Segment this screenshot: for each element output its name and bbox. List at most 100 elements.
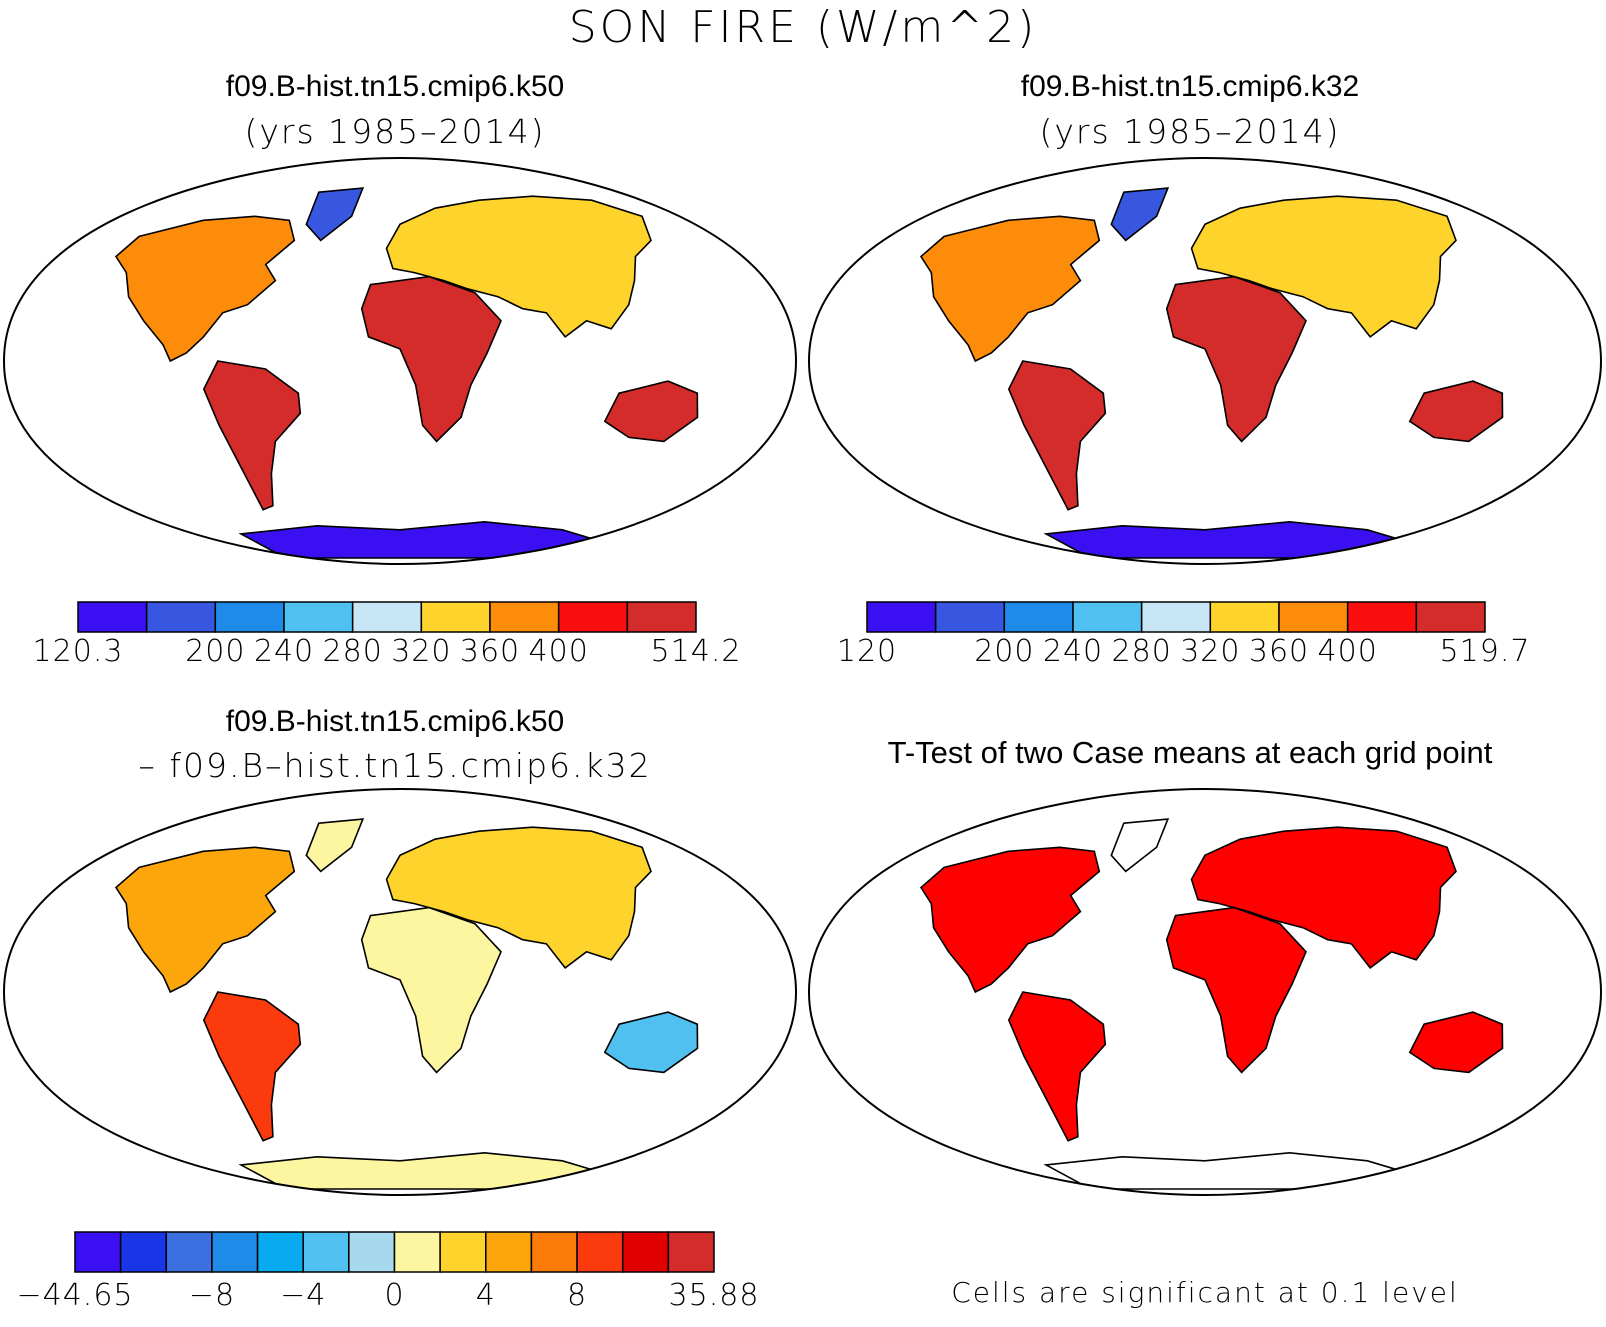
map-ttest	[807, 787, 1603, 1197]
figure-title: SON FIRE (W/m^2)	[568, 2, 1038, 53]
panel-k32-subtitle: (yrs 1985–2014)	[1039, 112, 1341, 151]
colorbar-k50-box-1	[145, 601, 217, 633]
ttest-note: Cells are significant at 0.1 level	[951, 1276, 1459, 1309]
colorbar-k32-label-4: 320	[1180, 634, 1241, 669]
map-ttest-content	[919, 818, 1504, 1190]
colorbar-k50-box-0	[77, 601, 148, 633]
map-k32-africa	[1165, 275, 1307, 443]
map-k50-greenland	[305, 187, 365, 242]
map-k50	[2, 156, 798, 566]
colorbar-k32-box-0	[866, 601, 937, 633]
map-diff-content	[114, 818, 699, 1190]
colorbar-diff-label-2: −4	[280, 1278, 327, 1313]
panel-ttest-title: T-Test of two Case means at each grid po…	[887, 735, 1493, 770]
panel-diff-subtitle: – f09.B–hist.tn15.cmip6.k32	[138, 746, 652, 785]
colorbar-k50-label-6: 400	[528, 634, 589, 669]
map-k32-content	[919, 187, 1504, 559]
colorbar-k32-box-4	[1140, 601, 1212, 633]
colorbar-k32-label-3: 280	[1111, 634, 1172, 669]
colorbar-k32-boxes	[866, 601, 1486, 633]
colorbar-k32-box-8	[1415, 601, 1486, 633]
map-ttest-border	[807, 787, 1603, 1197]
map-diff-greenland	[305, 818, 365, 873]
map-diff-africa	[360, 906, 502, 1074]
map-ttest-australia	[1408, 1011, 1504, 1074]
map-ttest-antarctica	[1043, 1151, 1408, 1190]
map-k32-eurasia	[1190, 195, 1457, 339]
colorbar-k32-labels: 120 200 240 280 320 360 400 519.7	[805, 634, 1605, 674]
colorbar-diff-box-8	[439, 1231, 487, 1273]
map-diff-antarctica	[238, 1151, 603, 1190]
panel-k50-subtitle: (yrs 1985–2014)	[244, 112, 546, 151]
colorbar-k32-box-5	[1209, 601, 1280, 633]
colorbar-diff-label-0: −44.65	[16, 1278, 134, 1313]
colorbar-diff-box-9	[485, 1231, 533, 1273]
colorbar-k50-label-0: 120.3	[32, 634, 124, 669]
colorbar-k32-box-7	[1346, 601, 1418, 633]
colorbar-diff-label-5: 8	[567, 1278, 588, 1313]
colorbar-diff-box-6	[348, 1231, 396, 1273]
map-k32	[807, 156, 1603, 566]
colorbar-diff-box-0	[74, 1231, 122, 1273]
map-k50-antarctica	[238, 520, 603, 559]
map-k50-eurasia	[385, 195, 652, 339]
colorbar-k32-label-7: 519.7	[1439, 634, 1531, 669]
colorbar-k50-boxes	[77, 601, 697, 633]
colorbar-k50-labels: 120.3 200 240 280 320 360 400 514.2	[0, 634, 800, 674]
map-ttest-greenland	[1110, 818, 1170, 873]
colorbar-k50-box-6	[489, 601, 560, 633]
map-k32-northAmerica	[919, 215, 1101, 363]
colorbar-k32-label-0: 120	[836, 634, 898, 669]
map-diff-eurasia	[385, 826, 652, 970]
colorbar-k50-label-5: 360	[459, 634, 521, 669]
map-k32-greenland	[1110, 187, 1170, 242]
panel-k32-title: f09.B-hist.tn15.cmip6.k32	[1020, 70, 1360, 103]
map-k50-australia	[603, 380, 699, 443]
panel-diff-title: f09.B-hist.tn15.cmip6.k50	[225, 705, 565, 738]
colorbar-diff-boxes	[74, 1231, 715, 1273]
colorbar-k50-label-3: 280	[322, 634, 383, 669]
map-diff-northAmerica	[114, 846, 296, 994]
panel-k50-title: f09.B-hist.tn15.cmip6.k50	[225, 70, 565, 103]
map-ttest-northAmerica	[919, 846, 1101, 994]
colorbar-diff-box-7	[393, 1231, 441, 1273]
colorbar-k32-label-5: 360	[1248, 634, 1310, 669]
colorbar-k32-box-2	[1003, 601, 1074, 633]
colorbar-diff-box-10	[530, 1231, 578, 1273]
map-diff-australia	[603, 1011, 699, 1074]
colorbar-diff-box-2	[165, 1231, 213, 1273]
map-diff	[2, 787, 798, 1197]
colorbar-k32-box-6	[1278, 601, 1349, 633]
colorbar-diff-box-13	[667, 1231, 715, 1273]
colorbar-k32-label-2: 240	[1042, 634, 1104, 669]
colorbar-k32-label-6: 400	[1317, 634, 1378, 669]
map-ttest-eurasia	[1190, 826, 1457, 970]
colorbar-k50-box-5	[420, 601, 491, 633]
colorbar-diff-box-5	[302, 1231, 350, 1273]
map-diff-southAmerica	[202, 991, 302, 1142]
colorbar-k50-box-4	[351, 601, 423, 633]
map-k32-border	[807, 156, 1603, 566]
map-k50-southAmerica	[202, 360, 302, 511]
colorbar-k50-box-3	[283, 601, 354, 633]
colorbar-k32-label-1: 200	[974, 634, 1035, 669]
colorbar-k32: 120 200 240 280 320 360 400 519.7	[805, 600, 1605, 690]
map-k32-australia	[1408, 380, 1504, 443]
map-ttest-southAmerica	[1007, 991, 1107, 1142]
colorbar-diff-box-3	[211, 1231, 259, 1273]
map-ttest-africa	[1165, 906, 1307, 1074]
colorbar-diff-label-6: 35.88	[668, 1278, 760, 1313]
map-k32-southAmerica	[1007, 360, 1107, 511]
map-k50-border	[2, 156, 798, 566]
colorbar-k50-box-8	[626, 601, 697, 633]
colorbar-k50-label-4: 320	[391, 634, 452, 669]
colorbar-diff: −44.65 −8 −4 0 4 8 35.88	[0, 1230, 800, 1325]
colorbar-k32-box-1	[934, 601, 1006, 633]
colorbar-diff-box-12	[621, 1231, 670, 1273]
colorbar-diff-label-4: 4	[475, 1278, 496, 1313]
map-k50-content	[114, 187, 699, 559]
map-k32-antarctica	[1043, 520, 1408, 559]
colorbar-diff-labels: −44.65 −8 −4 0 4 8 35.88	[0, 1278, 800, 1318]
colorbar-k50-box-7	[557, 601, 629, 633]
colorbar-k50-label-1: 200	[185, 634, 246, 669]
